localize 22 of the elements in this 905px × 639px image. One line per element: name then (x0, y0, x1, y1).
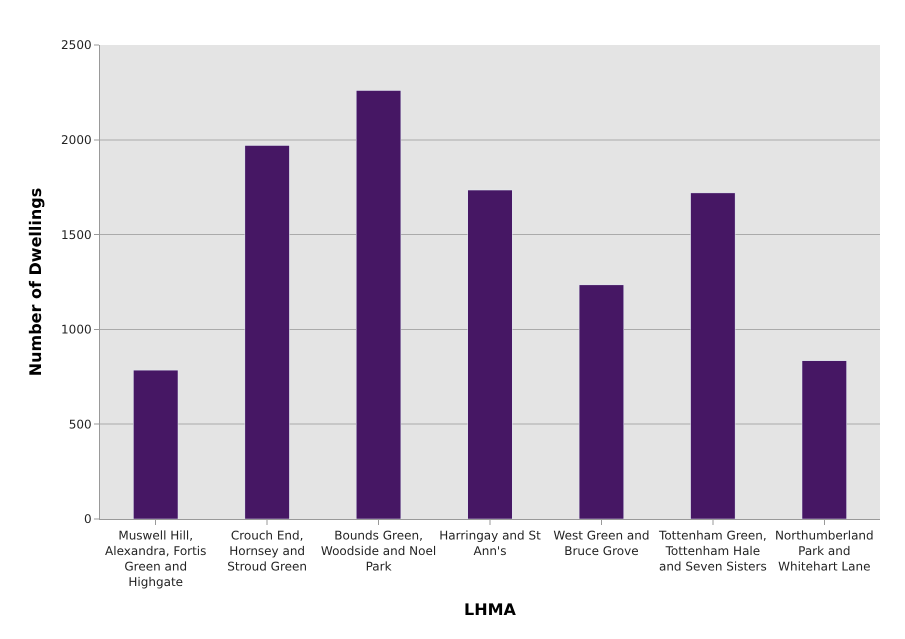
y-tick-label: 1000 (61, 322, 92, 337)
bar (467, 190, 513, 519)
y-tick-label: 2500 (61, 38, 92, 52)
y-tick-label: 2000 (61, 133, 92, 147)
x-tick-label: Tottenham Green, Tottenham Hale and Seven Sisters (658, 528, 767, 574)
bar (578, 284, 624, 519)
x-tick-label: Harringay and St Ann's (439, 528, 542, 558)
x-tick-label: Crouch End, Hornsey and Stroud Green (227, 528, 307, 574)
bar (690, 192, 736, 519)
bar (356, 90, 402, 519)
bar (133, 370, 178, 519)
y-tick-label: 1500 (61, 228, 92, 242)
bar (244, 145, 290, 519)
bar (802, 360, 847, 519)
x-tick-label: Northumberland Park and Whitehart Lane (774, 528, 874, 574)
x-tick-label: Muswell Hill, Alexandra, Fortis Green and Highgate (105, 528, 206, 590)
y-axis-title: Number of Dwellings (26, 188, 45, 376)
x-tick-label: West Green and Bruce Grove (553, 528, 650, 558)
y-tick-label: 0 (84, 512, 92, 526)
x-tick-label: Bounds Green, Woodside and Noel Park (320, 528, 436, 574)
x-axis-title: LHMA (464, 600, 517, 619)
y-tick-label: 500 (68, 417, 92, 432)
